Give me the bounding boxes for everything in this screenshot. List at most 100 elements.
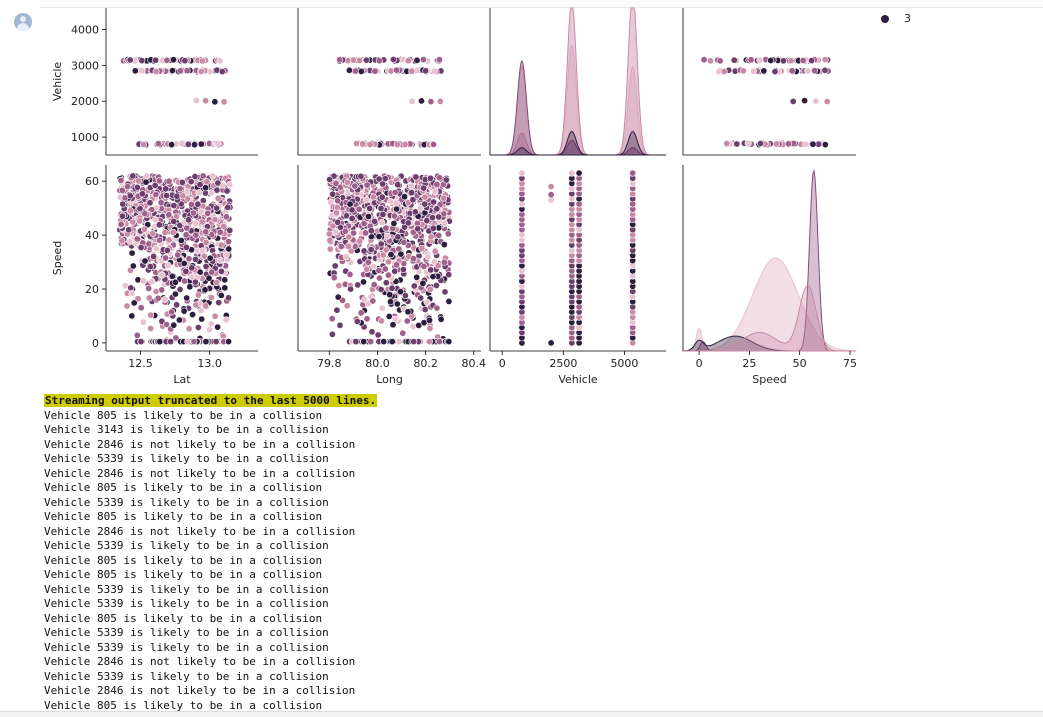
scatter-point [395, 338, 403, 346]
scatter-point [191, 278, 199, 286]
scatter-point [375, 233, 383, 241]
scatter-point [387, 198, 395, 206]
scatter-point [169, 67, 177, 75]
scatter-point [435, 56, 443, 64]
y-tick-label: 20 [85, 283, 99, 296]
scatter-point [389, 55, 397, 63]
y-tick-label: 1000 [71, 131, 99, 144]
scatter-point [374, 331, 382, 339]
scatter-point [421, 193, 429, 201]
scatter-point [386, 298, 394, 306]
scatter-point [215, 299, 223, 307]
legend-label: 3 [904, 12, 911, 25]
output-line: Vehicle 2846 is not likely to be in a co… [44, 655, 356, 668]
scatter-point [117, 176, 125, 184]
scatter-point [730, 56, 738, 64]
scatter-point [408, 189, 416, 197]
scatter-point [154, 140, 162, 148]
scatter-point [326, 236, 334, 244]
scatter-point [216, 57, 224, 65]
scatter-point [225, 338, 233, 346]
scatter-point [168, 272, 176, 280]
scatter-point [152, 245, 160, 253]
scatter-point [119, 212, 127, 220]
scatter-point [202, 338, 210, 346]
scatter-point [165, 211, 173, 219]
user-avatar-icon[interactable] [14, 13, 32, 31]
scatter-point [393, 300, 401, 308]
scatter-point [183, 224, 191, 232]
y-tick-label: 0 [92, 337, 99, 350]
scatter-point [444, 230, 452, 238]
output-line: Vehicle 805 is likely to be in a collisi… [44, 553, 323, 567]
scatter-point [187, 178, 195, 186]
scatter-point [381, 265, 389, 273]
scatter-point [385, 312, 393, 320]
scatter-point [367, 246, 375, 254]
scatter-point [207, 189, 215, 197]
scatter-point [214, 194, 222, 202]
output-line: Vehicle 805 is likely to be in a collisi… [44, 698, 323, 712]
scatter-point [167, 338, 175, 346]
scatter-point [377, 240, 385, 248]
scatter-point [346, 270, 354, 278]
scatter-point [436, 97, 444, 105]
scatter-point [172, 334, 180, 342]
scatter-point [182, 231, 190, 239]
scatter-point [220, 222, 228, 230]
scatter-point [356, 56, 364, 64]
scatter-point [158, 271, 166, 279]
scatter-point [177, 237, 185, 245]
scatter-point [377, 317, 385, 325]
scatter-point [140, 277, 148, 285]
scatter-point [359, 278, 367, 286]
scatter-point [445, 338, 453, 346]
output-line: Vehicle 805 is likely to be in a collisi… [44, 408, 323, 422]
bottom-scrollbar[interactable] [0, 711, 1043, 717]
scatter-point [141, 257, 149, 265]
scatter-point [164, 261, 172, 269]
scatter-point [347, 285, 355, 293]
scatter-point [168, 308, 176, 316]
x-tick-label: 0 [499, 357, 506, 370]
output-line: Vehicle 2846 is not likely to be in a co… [44, 437, 356, 451]
scatter-point [361, 229, 369, 237]
scatter-point [423, 217, 431, 225]
scatter-point [332, 180, 340, 188]
scatter-point [350, 229, 358, 237]
scatter-point [409, 196, 417, 204]
x-axis-label: Lat [173, 373, 191, 386]
scatter-point [440, 219, 448, 227]
scatter-point [214, 179, 222, 187]
scatter-point [207, 320, 215, 328]
scatter-point [199, 172, 207, 180]
scatter-point [396, 288, 404, 296]
scatter-point [184, 338, 192, 346]
scatter-point [399, 265, 407, 273]
panel-long-vehicle [336, 55, 445, 149]
scatter-point [331, 228, 339, 236]
scatter-point [168, 141, 176, 149]
scatter-point [351, 182, 359, 190]
kde-area [683, 257, 857, 352]
scatter-point [191, 141, 199, 149]
y-tick-label: 3000 [71, 59, 99, 72]
scatter-point [375, 175, 383, 183]
kde-speed [682, 168, 857, 352]
scatter-point [128, 312, 136, 320]
scatter-point [163, 320, 171, 328]
scatter-point [161, 295, 169, 303]
scatter-point [145, 284, 153, 292]
scatter-point [129, 218, 137, 226]
scatter-point [357, 172, 365, 180]
scatter-point [213, 204, 221, 212]
scatter-point [430, 67, 438, 75]
scatter-point [151, 181, 159, 189]
scatter-point [733, 140, 741, 148]
scatter-point [125, 226, 133, 234]
scatter-point [393, 261, 401, 269]
scatter-point [408, 97, 416, 105]
scatter-point [812, 97, 820, 105]
scatter-point [326, 176, 334, 184]
scatter-point [183, 67, 191, 75]
